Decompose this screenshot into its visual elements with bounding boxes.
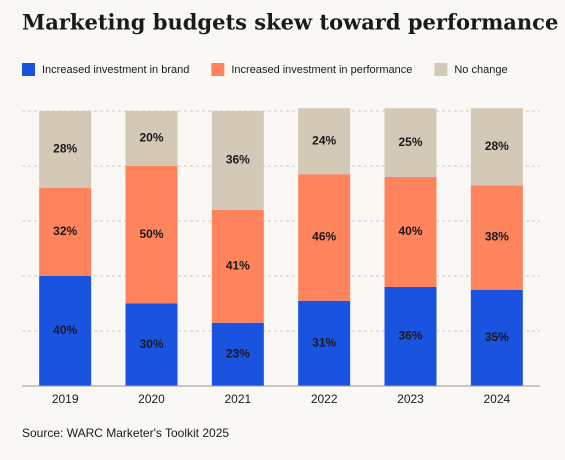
source: Source: WARC Marketer's Toolkit 2025 (22, 426, 229, 440)
value-label: 36% (398, 329, 422, 343)
x-tick-label: 2021 (224, 392, 251, 406)
value-label: 38% (485, 230, 509, 244)
bar-segment (211, 210, 264, 323)
value-label: 20% (139, 131, 163, 145)
legend-label: No change (454, 64, 507, 76)
bar-segment (125, 166, 178, 304)
bar-segment (298, 300, 351, 386)
value-label: 28% (485, 139, 509, 153)
bar-segment (39, 276, 92, 386)
legend-swatch (211, 63, 225, 76)
value-label: 41% (226, 259, 250, 273)
bar-segment (470, 108, 523, 186)
value-label: 46% (312, 230, 336, 244)
legend-swatch (22, 63, 35, 76)
bar-segment (470, 289, 523, 386)
value-label: 30% (139, 337, 163, 351)
bar-segment (384, 108, 437, 177)
bar-segment (384, 287, 437, 386)
legend-label: Increased investment in brand (42, 64, 189, 76)
x-tick-label: 2023 (397, 392, 424, 406)
value-label: 31% (312, 336, 336, 350)
value-label: 23% (226, 347, 250, 361)
bar-segment (125, 111, 178, 166)
bar-segment (298, 108, 351, 175)
value-label: 40% (398, 224, 422, 238)
value-label: 28% (53, 142, 77, 156)
bar-segment (125, 303, 178, 386)
bar-segment (39, 111, 92, 188)
bar-segment (470, 185, 523, 290)
x-tick-label: 2022 (311, 392, 338, 406)
value-label: 35% (485, 330, 509, 344)
value-label: 25% (398, 135, 422, 149)
bar-segment (39, 188, 92, 276)
x-tick-label: 2019 (52, 392, 79, 406)
value-label: 24% (312, 133, 336, 147)
bar-segment (211, 322, 264, 386)
value-label: 40% (53, 323, 77, 337)
chart-title: Marketing budgets skew toward performanc… (22, 10, 558, 35)
bar-segment (298, 174, 351, 301)
bar-segment (384, 177, 437, 287)
legend-swatch (434, 63, 448, 76)
value-label: 32% (53, 224, 77, 238)
value-label: 50% (139, 227, 163, 241)
x-tick-label: 2020 (138, 392, 165, 406)
x-tick-label: 2024 (483, 392, 510, 406)
value-label: 36% (226, 153, 250, 167)
legend-label: Increased investment in performance (231, 64, 412, 76)
bar-segment (211, 111, 264, 210)
